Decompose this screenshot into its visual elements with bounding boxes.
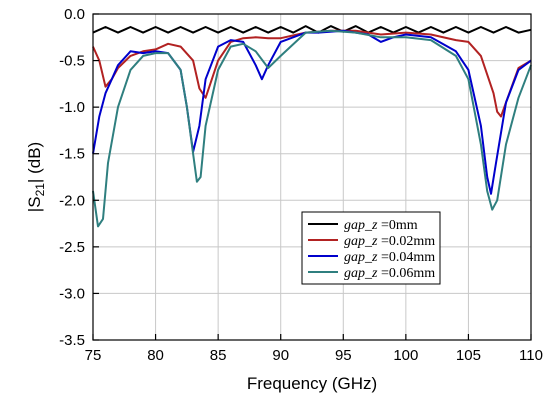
legend-label-3: gap_z =0.06mm xyxy=(344,266,435,281)
y-axis-label-subscript: 21 xyxy=(33,183,47,197)
legend-label-value: =0.04mm xyxy=(377,250,435,265)
y-tick-label: -3.5 xyxy=(59,332,85,349)
legend-label-italic: gap_z xyxy=(344,218,378,233)
series-layer xyxy=(92,25,532,228)
y-tick-label: -3.0 xyxy=(59,285,85,302)
legend-label-value: =0mm xyxy=(377,218,417,233)
legend-label-0: gap_z =0mm xyxy=(344,218,418,233)
x-tick-label: 110 xyxy=(519,347,543,364)
x-tick-label: 85 xyxy=(210,347,227,364)
y-tick-label: -2.0 xyxy=(59,192,85,209)
y-tick-label: -2.5 xyxy=(59,239,85,256)
legend-label-1: gap_z =0.02mm xyxy=(344,234,435,249)
y-tick-label: -1.5 xyxy=(59,146,85,163)
x-tick-label: 100 xyxy=(393,347,418,364)
y-tick-label: -0.5 xyxy=(59,53,85,70)
y-axis-label-prefix: |S xyxy=(25,196,44,212)
x-tick-label: 105 xyxy=(456,347,481,364)
y-tick-label: -1.0 xyxy=(59,99,85,116)
series-line-2 xyxy=(92,29,532,195)
y-tick-label: 0.0 xyxy=(64,6,85,23)
series-line-3 xyxy=(92,29,532,228)
y-axis-label-suffix: | (dB) xyxy=(25,142,44,183)
x-tick-label: 80 xyxy=(147,347,164,364)
x-tick-label: 95 xyxy=(335,347,352,364)
legend-label-italic: gap_z xyxy=(344,234,378,249)
series-line-1 xyxy=(92,29,532,118)
x-tick-label: 75 xyxy=(85,347,102,364)
grid xyxy=(93,14,531,340)
plot-frame xyxy=(92,13,532,341)
x-axis-label: Frequency (GHz) xyxy=(247,374,377,393)
y-axis-label: |S21| (dB) xyxy=(25,142,47,212)
legend-label-value: =0.02mm xyxy=(377,234,435,249)
x-tick-label: 90 xyxy=(272,347,289,364)
legend-label-2: gap_z =0.04mm xyxy=(344,250,435,265)
legend-label-value: =0.06mm xyxy=(377,266,435,281)
ticks-layer: 75 80 85 90 95 100 105 110 0.0 -0.5 -1.0 -1.5 -2.0 -2… xyxy=(59,6,543,364)
legend-label-italic: gap_z xyxy=(344,266,378,281)
series-line-0 xyxy=(92,25,532,34)
legend-label-italic: gap_z xyxy=(344,250,378,265)
